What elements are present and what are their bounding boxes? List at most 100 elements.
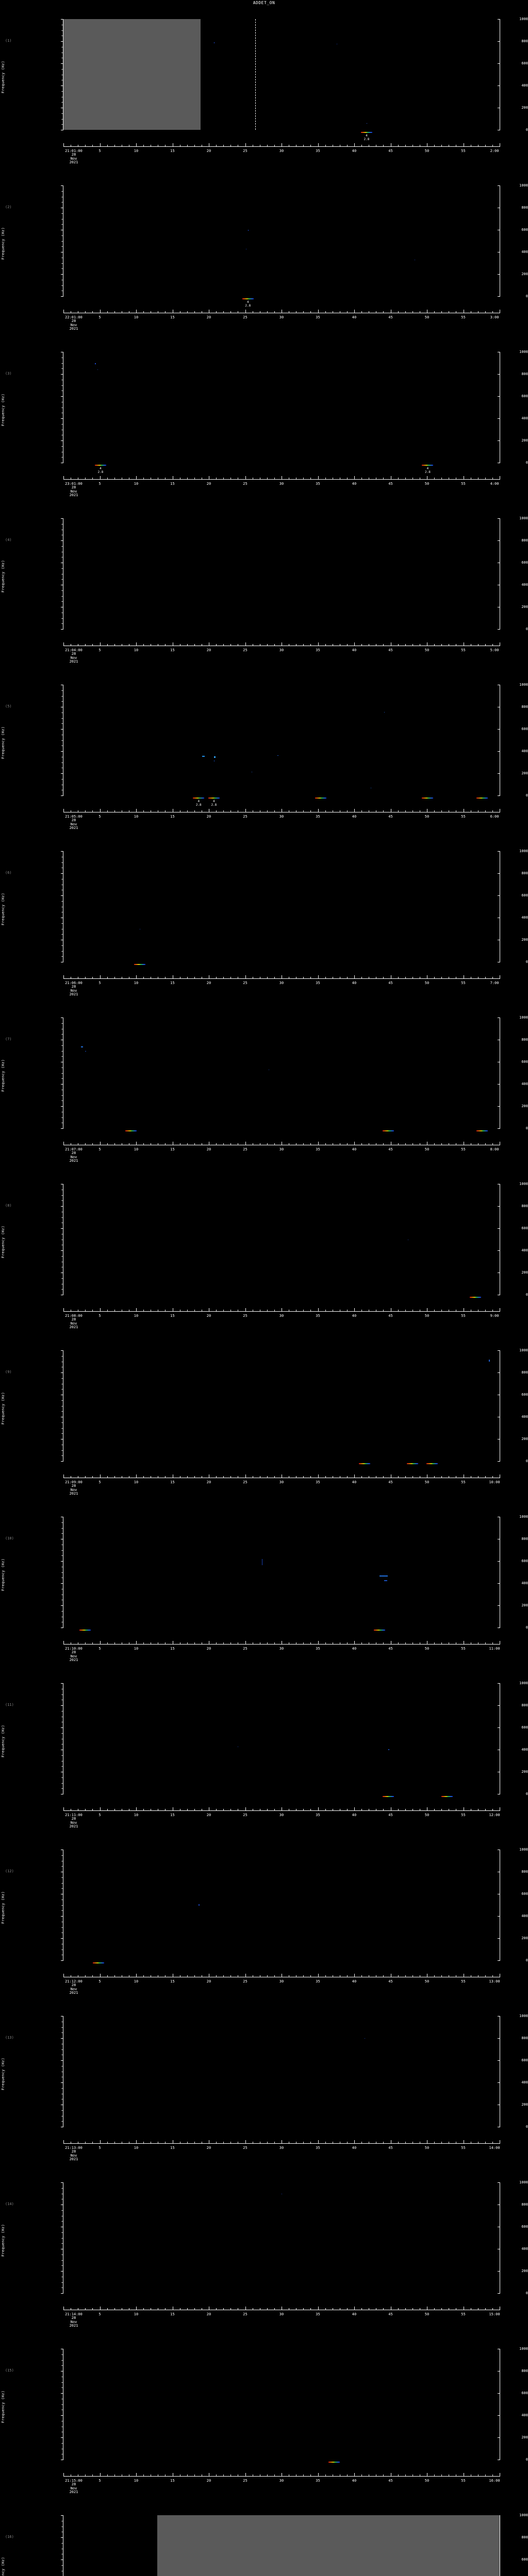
x-tick-label: 35 [316,2312,320,2316]
spectrogram-panel[interactable]: (9) Frequency (Hz) 0 200 400 600 800 1000 21:09:… [0,1341,528,1507]
spectrogram-plot-area[interactable] [63,1350,500,1461]
spectrogram-plot-area[interactable] [63,2349,500,2460]
event-marker[interactable] [383,1796,394,1797]
x-tick [485,2475,486,2476]
event-marker[interactable] [470,1297,482,1298]
y-tick-right [498,2182,500,2183]
spectrogram-plot-area[interactable] [63,2016,500,2127]
event-marker[interactable] [125,1130,137,1131]
y-tick-right [498,1350,500,1351]
spectrogram-panel[interactable]: (12) Frequency (Hz) 0 200 400 600 800 1000 21:12… [0,1840,528,2006]
spectrogram-plot-area[interactable] [63,352,500,463]
spectrogram-panel[interactable]: (4) Frequency (Hz) 0 200 400 600 800 1000 21:04:… [0,509,528,675]
x-tick-label: 40 [352,1979,357,1984]
y-tick [61,1916,63,1917]
event-marker[interactable] [358,1463,370,1464]
y-minor-tick [61,1289,63,1290]
event-marker[interactable] [422,465,434,466]
event-marker[interactable] [426,1463,438,1464]
event-marker[interactable] [328,2462,340,2463]
event-marker[interactable] [406,1463,418,1464]
event-marker[interactable] [94,465,106,466]
x-tick [347,2142,348,2143]
x-tick [441,2142,442,2143]
spectrogram-panel[interactable]: (3) Frequency (Hz) 0 200 400 600 800 1000 4 2.8 4 2… [0,342,528,509]
x-tick [492,644,493,646]
y-minor-tick [61,2287,63,2288]
y-tick-right [498,773,500,774]
spectrogram-plot-area[interactable] [63,2182,500,2293]
y-tick-label: 1000 [519,1015,528,1020]
y-tick-label: 1000 [519,1681,528,1685]
x-tick [310,478,311,479]
event-marker[interactable] [441,1796,453,1797]
spectrogram-plot-area[interactable] [63,518,500,629]
event-marker[interactable] [476,798,488,799]
x-tick [223,1809,224,1810]
spectrogram-panel[interactable]: (6) Frequency (Hz) 0 200 400 600 800 1000 21:06:… [0,841,528,1008]
event-marker[interactable] [315,798,327,799]
event-marker[interactable] [208,798,220,799]
spectrogram-plot-area[interactable] [63,851,500,962]
x-tick [354,2307,355,2310]
x-tick-label: 30 [279,1979,284,1984]
spectrogram-plot-area[interactable] [63,19,500,130]
y-tick-label: 200 [521,1770,528,1774]
spectrogram-plot-area[interactable] [63,1517,500,1628]
spectrogram-panel[interactable]: (14) Frequency (Hz) 0 200 400 600 800 1000 21:14… [0,2173,528,2339]
spectrogram-plot-area[interactable] [63,1184,500,1295]
spectrogram-panel[interactable]: (2) Frequency (Hz) 0 200 400 600 800 1000 4 2.8 22… [0,176,528,342]
spectrogram-panel[interactable]: (11) Frequency (Hz) 0 200 400 600 800 1000 21:11… [0,1673,528,1840]
x-tick [398,2142,399,2143]
event-marker[interactable] [79,1630,91,1631]
y-minor-tick [61,1766,63,1767]
x-tick [354,1974,355,1977]
event-marker[interactable] [242,298,254,299]
x-tick [347,1143,348,1145]
spectrogram-plot-area[interactable] [63,1018,500,1128]
event-marker[interactable] [422,798,434,799]
x-axis-line [63,978,500,979]
y-minor-tick [61,1195,63,1196]
y-tick-right [498,418,500,419]
spectrogram-panel[interactable]: (7) Frequency (Hz) 0 200 400 600 800 1000 21:07:… [0,1008,528,1174]
spectrogram-plot-area[interactable] [63,1850,500,1960]
x-axis-start-label: 22:01:00 [65,315,82,319]
spectrogram-panel[interactable]: (8) Frequency (Hz) 0 200 400 600 800 1000 21:08:… [0,1174,528,1341]
y-minor-tick [61,119,63,120]
spectrogram-panel[interactable]: (1) Frequency (Hz) 0 200 400 600 800 1000 4 2.8 21… [0,9,528,176]
x-tick [412,977,413,978]
spectrogram-panel[interactable]: (10) Frequency (Hz) 0 200 400 600 800 1000 21:10… [0,1507,528,1673]
spectrogram-panel[interactable]: (13) Frequency (Hz) 0 200 400 600 800 1000 21:13… [0,2006,528,2173]
x-tick [361,311,362,313]
x-tick [383,1310,384,1311]
y-tick-right [498,2437,500,2438]
event-marker[interactable] [360,132,372,133]
spectrogram-plot-area[interactable] [63,185,500,296]
y-minor-tick [61,1522,63,1523]
spectrogram-panel[interactable]: (5) Frequency (Hz) 0 200 400 600 800 1000 4 2.8 4 2… [0,675,528,841]
x-tick [85,644,86,646]
spectrogram-panel[interactable]: (16)Frequency (Hz)0200400600800100021:16… [0,2505,528,2576]
event-marker[interactable] [383,1130,394,1131]
spectrogram-plot-area[interactable] [63,685,500,795]
y-minor-tick [61,1855,63,1856]
event-marker[interactable] [193,798,205,799]
spectrogram-plot-area[interactable] [63,1683,500,1794]
spectrogram-panel[interactable]: (15) Frequency (Hz) 0 200 400 600 800 1000 21:15… [0,2339,528,2505]
x-axis-start-label: 21:04:00 [65,648,82,652]
event-marker[interactable] [476,1130,488,1131]
y-tick [61,2393,63,2394]
y-minor-tick [61,446,63,447]
event-marker[interactable] [134,964,146,965]
event-marker[interactable] [92,1962,104,1963]
x-tick-label: 35 [316,1314,320,1318]
spectrogram-plot-area[interactable] [63,2515,500,2576]
x-tick [485,1809,486,1810]
y-tick-label: 400 [521,1248,528,1252]
x-tick [412,644,413,646]
x-tick [485,145,486,146]
x-tick-label: 50 [424,1813,430,1817]
x-tick [245,1807,246,1810]
event-marker[interactable] [374,1630,386,1631]
